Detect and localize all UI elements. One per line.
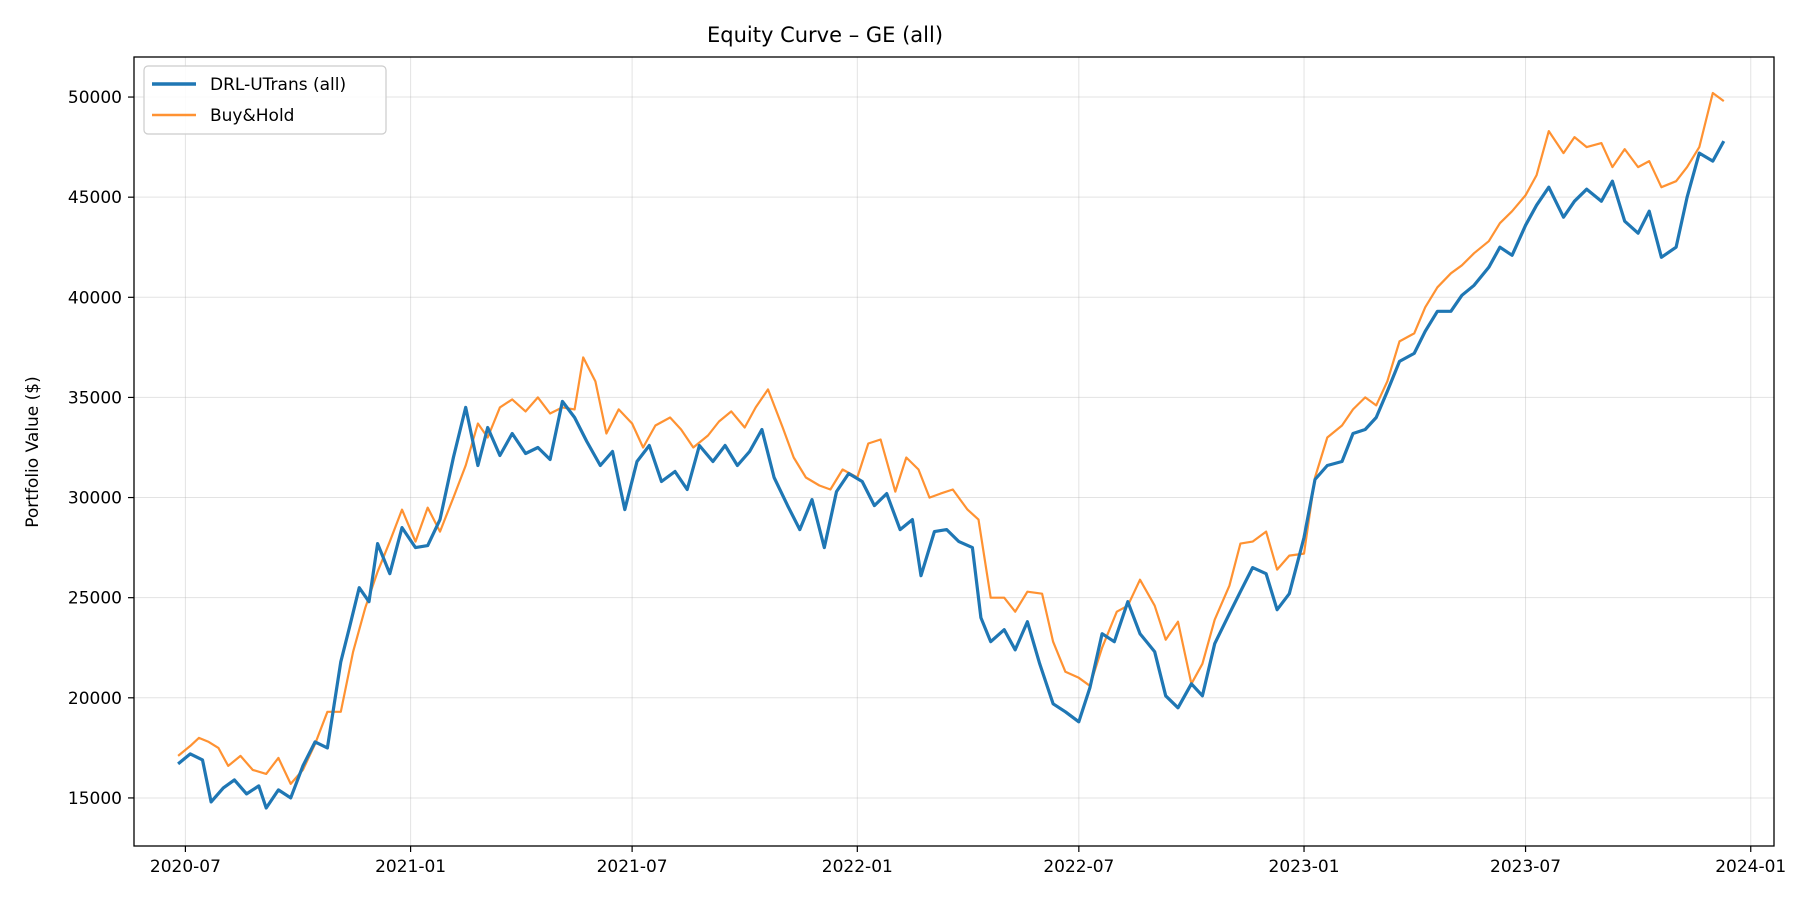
y-tick-label: 45000 — [68, 188, 122, 208]
y-tick-label: 40000 — [68, 288, 122, 308]
y-tick-label: 50000 — [68, 88, 122, 108]
y-axis-label: Portfolio Value ($) — [23, 376, 43, 528]
series-line-drl-utrans — [177, 140, 1726, 810]
y-tick-label: 20000 — [68, 689, 122, 709]
series-line-buy-hold — [177, 91, 1725, 786]
x-tick-label: 2022-07 — [1043, 857, 1114, 877]
y-axis: 15000 20000 25000 30000 35000 40000 45000 50000 — [68, 88, 134, 809]
x-tick-label: 2021-07 — [597, 857, 668, 877]
legend: DRL-UTrans (all) Buy&Hold — [143, 65, 387, 135]
x-tick-label: 2020-07 — [150, 857, 221, 877]
x-tick-label: 2022-01 — [822, 857, 893, 877]
y-tick-label: 15000 — [68, 789, 122, 809]
x-axis: 2020-07 2021-01 2021-07 2022-01 2022-07 2023-… — [150, 846, 1786, 877]
y-tick-label: 25000 — [68, 589, 122, 609]
legend-label-buy-hold: Buy&Hold — [210, 106, 294, 126]
chart-title: Equity Curve – GE (all) — [707, 23, 943, 47]
plot-frame — [133, 56, 1775, 847]
series-layer — [177, 91, 1726, 810]
x-tick-label: 2023-01 — [1269, 857, 1340, 877]
y-tick-label: 30000 — [68, 489, 122, 509]
x-tick-label: 2023-07 — [1490, 857, 1561, 877]
x-tick-label: 2024-01 — [1715, 857, 1786, 877]
grid-layer — [134, 57, 1774, 846]
legend-box — [143, 65, 387, 135]
legend-label-drl-utrans: DRL-UTrans (all) — [210, 75, 346, 95]
x-tick-label: 2021-01 — [375, 857, 446, 877]
y-tick-label: 35000 — [68, 388, 122, 408]
